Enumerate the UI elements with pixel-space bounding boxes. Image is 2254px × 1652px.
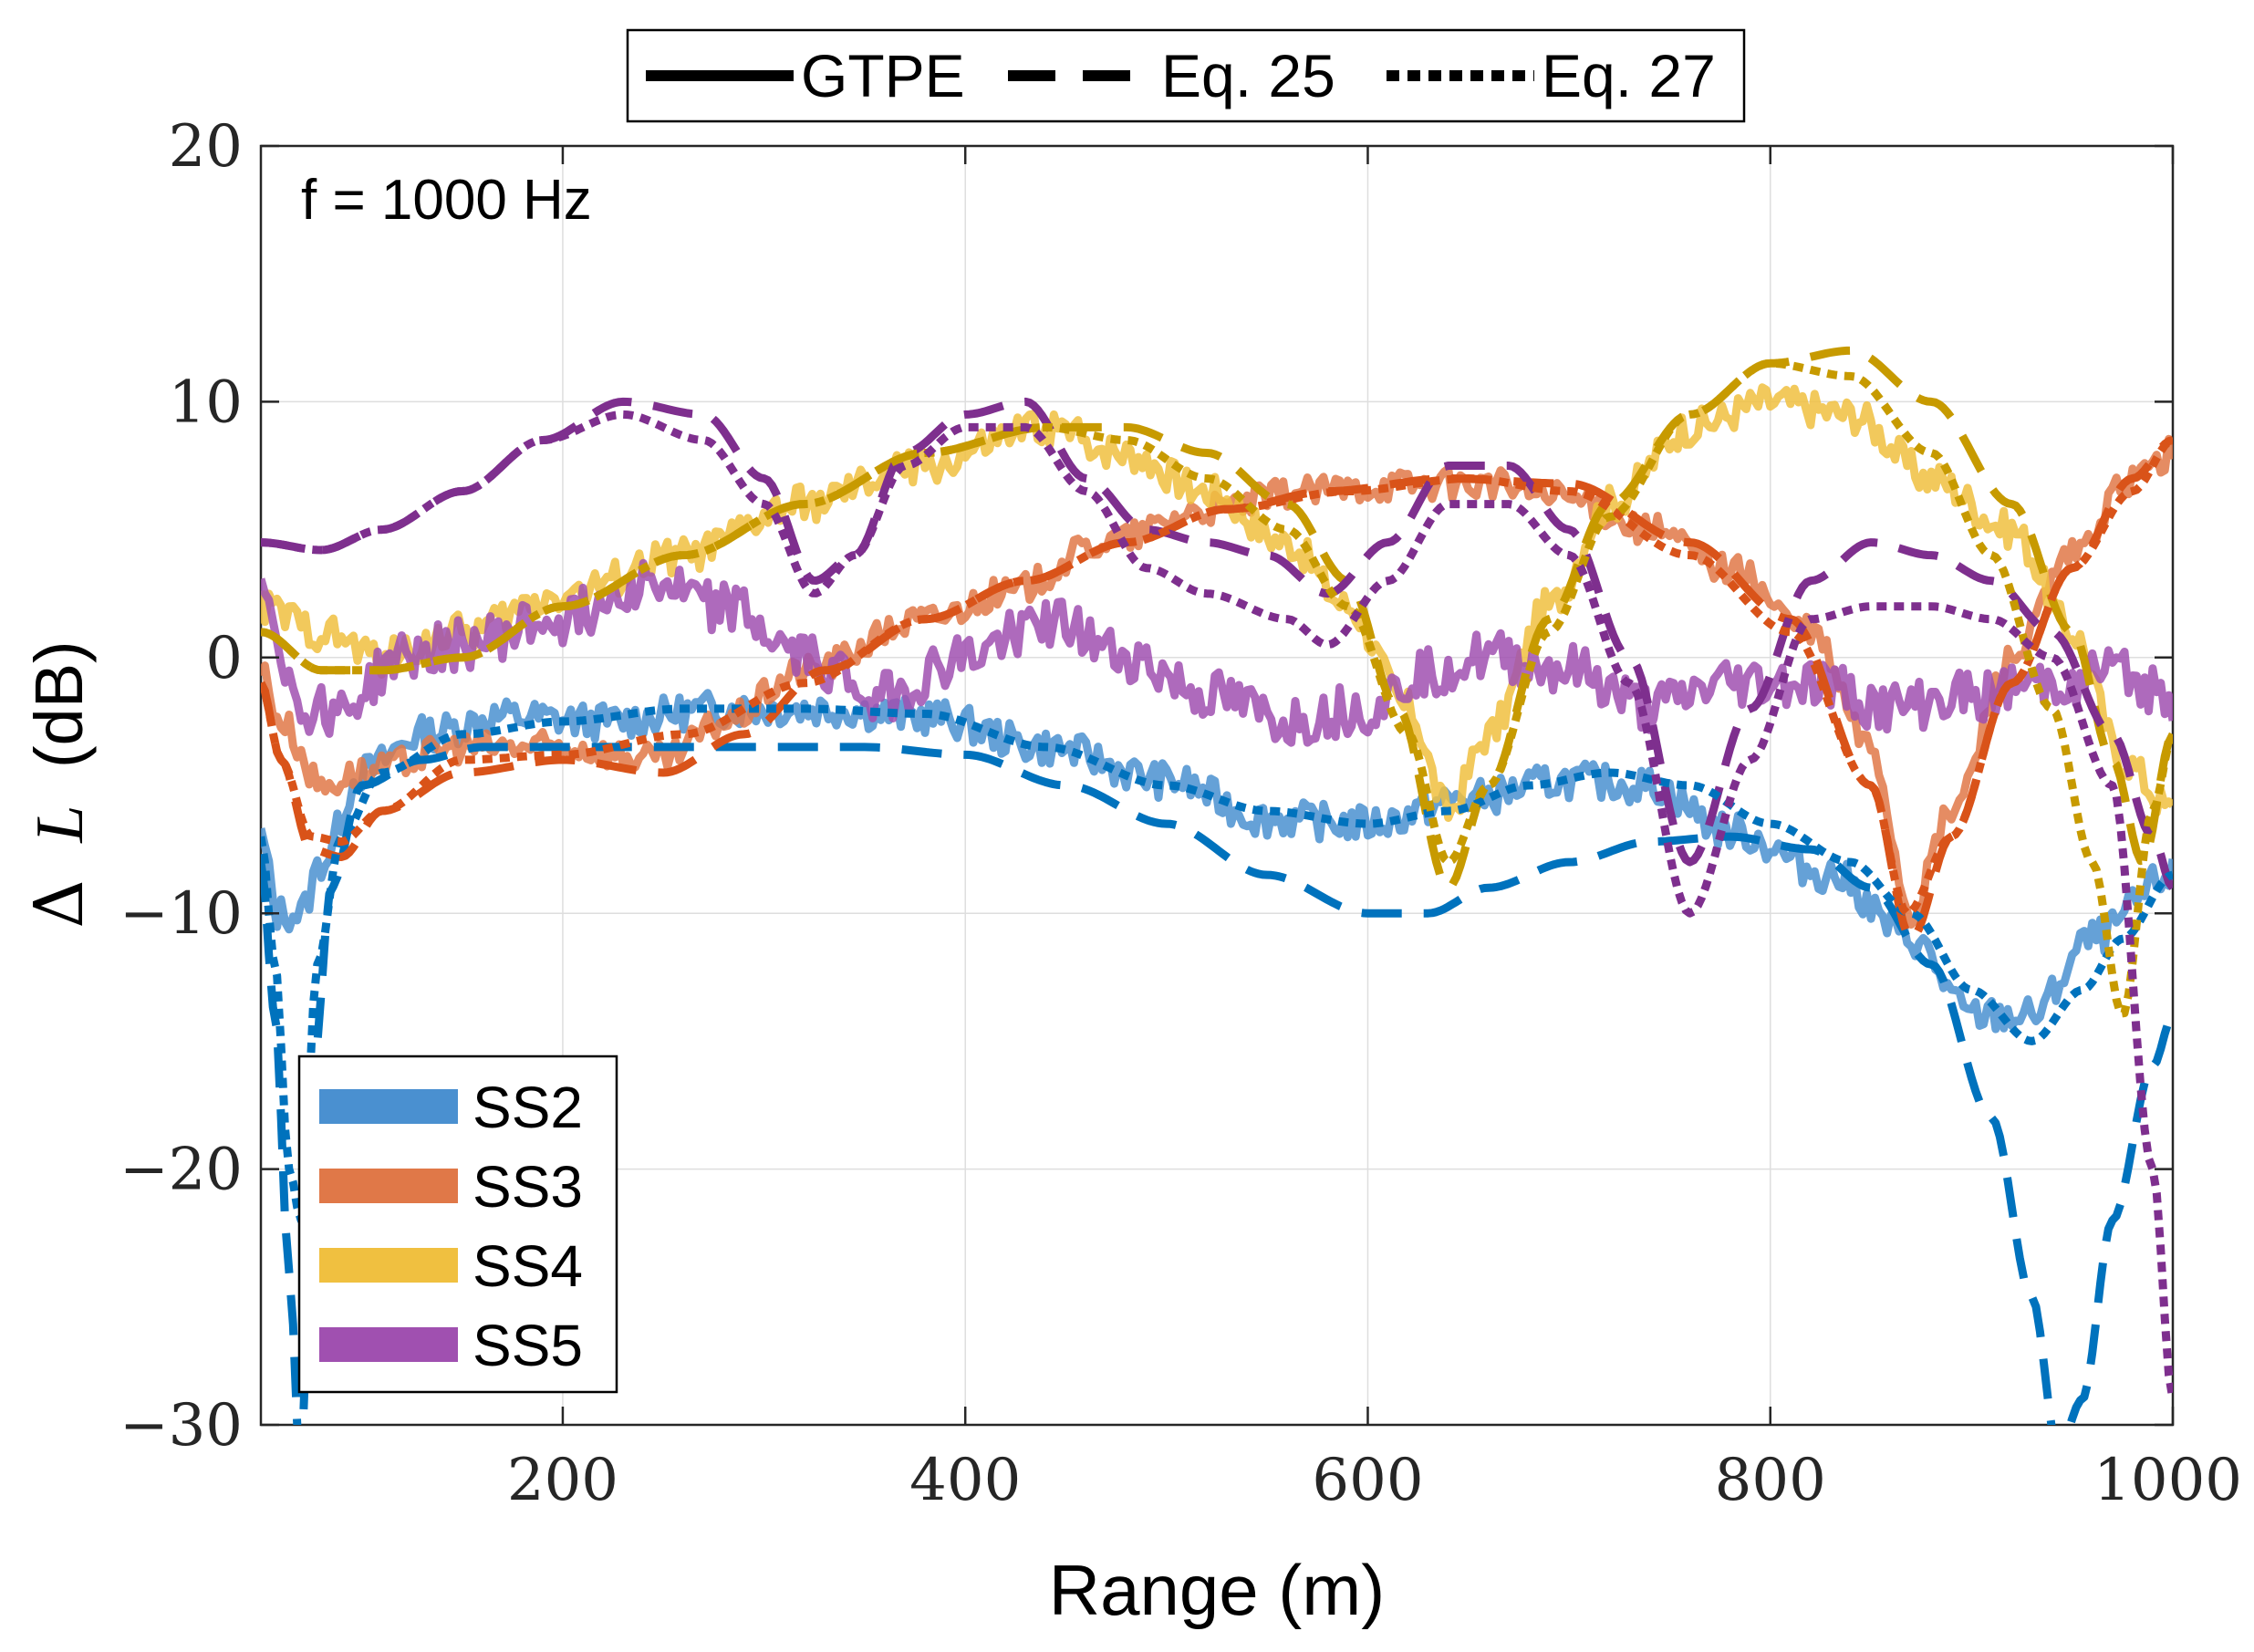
x-axis-label: Range (m) bbox=[1049, 1550, 1385, 1630]
series-ss2-eq25-line bbox=[261, 743, 2173, 1425]
series-ss3-eq25-line bbox=[261, 436, 2173, 943]
x-tick-label: 600 bbox=[1312, 1447, 1423, 1514]
style-legend: GTPE Eq. 25 Eq. 27 bbox=[626, 28, 1746, 123]
series-legend: SS2 SS3 SS4 SS5 bbox=[297, 1055, 618, 1394]
y-axis-label-variable: L bbox=[23, 805, 98, 844]
y-tick-label: 0 bbox=[205, 625, 243, 692]
series-ss5-eq25-line bbox=[261, 397, 2173, 890]
y-tick-label: −10 bbox=[119, 880, 243, 948]
legend-gtpe-label: GTPE bbox=[801, 42, 965, 109]
style-legend-box bbox=[626, 28, 1746, 123]
series-layer bbox=[261, 346, 2173, 1425]
x-tick-label: 1000 bbox=[2093, 1447, 2242, 1514]
y-axis-label-unit: (dB) bbox=[21, 640, 97, 768]
y-tick-label: 10 bbox=[169, 369, 243, 436]
series-ss3-eq27-line bbox=[261, 436, 2173, 918]
x-tick-label: 200 bbox=[507, 1447, 618, 1514]
series-ss5-gtpe-line bbox=[261, 558, 2173, 747]
ticks-layer: 200 400 600 800 1000 20 10 0 −10 −20 −30 bbox=[119, 113, 2242, 1514]
legend-eq25-label: Eq. 25 bbox=[1161, 42, 1335, 109]
legend-ss2-label: SS2 bbox=[473, 1075, 583, 1140]
legend-ss4-label: SS4 bbox=[473, 1233, 583, 1299]
y-axis-label-delta: Δ bbox=[20, 879, 99, 928]
series-ss5-eq27-line bbox=[261, 410, 2173, 1400]
y-tick-label: 20 bbox=[169, 113, 243, 181]
y-axis-label: Δ L (dB) bbox=[20, 640, 99, 928]
legend-ss3-label: SS3 bbox=[473, 1154, 583, 1220]
y-tick-label: −20 bbox=[119, 1137, 243, 1204]
series-ss4-eq27-line bbox=[261, 358, 2173, 1018]
y-tick-label: −30 bbox=[119, 1392, 243, 1460]
legend-eq27-label: Eq. 27 bbox=[1542, 42, 1716, 109]
x-tick-label: 400 bbox=[909, 1447, 1021, 1514]
axes-box bbox=[259, 144, 2175, 1427]
series-ss2-eq27-line bbox=[261, 704, 2173, 1225]
legend-ss5-label: SS5 bbox=[473, 1313, 583, 1378]
x-tick-label: 800 bbox=[1715, 1447, 1826, 1514]
frequency-annotation: f = 1000 Hz bbox=[301, 169, 592, 232]
